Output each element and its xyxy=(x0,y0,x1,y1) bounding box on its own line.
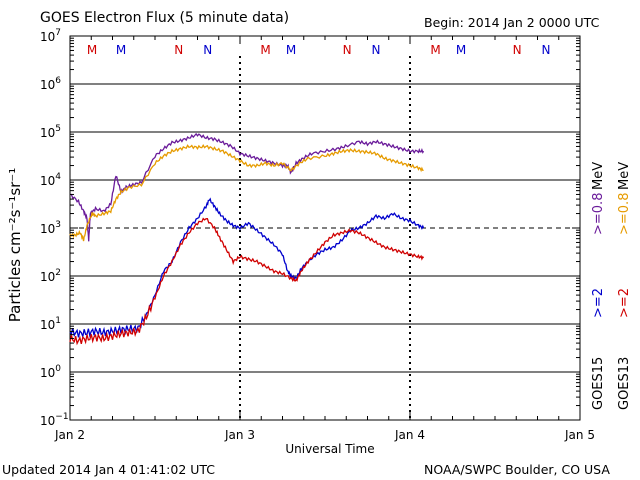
y-tick-label: 101 xyxy=(40,316,61,332)
begin-time: Begin: 2014 Jan 2 0000 UTC xyxy=(424,15,600,30)
x-axis-label: Universal Time xyxy=(285,442,374,456)
legend-unit: MeV xyxy=(617,162,632,190)
source-credit: NOAA/SWPC Boulder, CO USA xyxy=(424,462,610,477)
legend-energy-high: >=2 xyxy=(617,288,632,318)
legend-energy-high: >=2 xyxy=(591,288,606,318)
x-tick-label: Jan 4 xyxy=(394,428,425,442)
x-axis-ticks: Jan 2 Jan 3 Jan 4 Jan 5 xyxy=(54,36,595,442)
y-tick-label: 10−1 xyxy=(40,412,69,428)
day-markers xyxy=(239,56,411,420)
series-line xyxy=(69,144,424,242)
mn-marker: M xyxy=(260,43,270,57)
series-line xyxy=(69,217,425,346)
legend-satellite: GOES13 xyxy=(617,357,632,410)
legend-energy-low: >=0.8 xyxy=(591,193,606,235)
mn-marker: N xyxy=(513,43,522,57)
grid-lines xyxy=(70,83,580,373)
mn-marker: M xyxy=(286,43,296,57)
legend-energy-low: >=0.8 xyxy=(617,193,632,235)
y-tick-label: 103 xyxy=(40,220,61,236)
updated-timestamp: Updated 2014 Jan 4 01:41:02 UTC xyxy=(2,462,215,477)
y-axis-ticks: 10−1 100 101 102 103 104 105 106 107 xyxy=(40,28,580,428)
y-tick-label: 102 xyxy=(40,268,61,284)
chart-title: GOES Electron Flux (5 minute data) xyxy=(40,10,289,26)
legend-column: GOES13 >=2 >=0.8 MeV xyxy=(617,162,632,410)
y-tick-label: 105 xyxy=(40,124,61,140)
y-axis-label: Particles cm⁻²s⁻¹sr⁻¹ xyxy=(6,168,24,322)
mn-marker: N xyxy=(174,43,183,57)
mn-marker: M xyxy=(87,43,97,57)
series-line xyxy=(69,132,425,242)
y-tick-label: 100 xyxy=(40,364,61,380)
legend-unit: MeV xyxy=(591,162,606,190)
x-tick-label: Jan 3 xyxy=(224,428,255,442)
mn-marker: N xyxy=(203,43,212,57)
data-series xyxy=(69,132,425,346)
y-tick-label: 104 xyxy=(40,172,61,188)
mn-marker: M xyxy=(456,43,466,57)
mn-marker: N xyxy=(542,43,551,57)
mn-marker: M xyxy=(430,43,440,57)
mn-marker: N xyxy=(372,43,381,57)
legend-column: GOES15 >=2 >=0.8 MeV xyxy=(591,162,606,410)
x-tick-label: Jan 2 xyxy=(54,428,85,442)
series-line xyxy=(69,197,425,339)
y-tick-label: 107 xyxy=(40,28,61,44)
mn-marker: N xyxy=(343,43,352,57)
x-tick-label: Jan 5 xyxy=(564,428,595,442)
y-tick-label: 106 xyxy=(40,76,61,92)
mn-marker: M xyxy=(116,43,126,57)
legend-satellite: GOES15 xyxy=(591,357,606,410)
legend: GOES15 >=2 >=0.8 MeV GOES13 >=2 >=0.8 MeV xyxy=(591,162,632,410)
